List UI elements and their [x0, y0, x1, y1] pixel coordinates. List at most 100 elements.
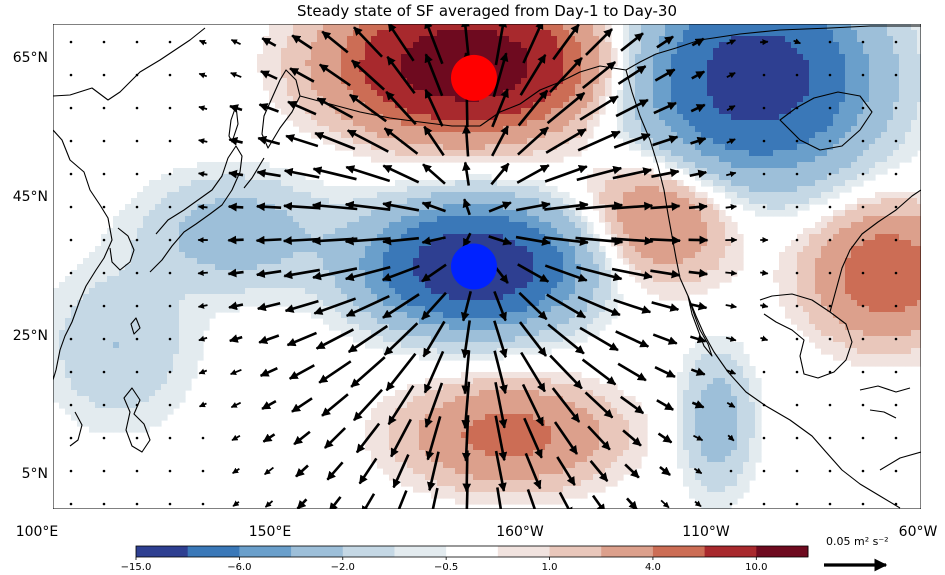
contour-cell — [323, 72, 330, 79]
contour-cell — [611, 228, 618, 235]
contour-cell — [623, 24, 630, 31]
contour-cell — [533, 36, 540, 43]
contour-cell — [299, 192, 306, 199]
contour-cell — [851, 126, 858, 133]
contour-cell — [881, 66, 888, 73]
contour-cell — [515, 264, 522, 271]
contour-cell — [569, 240, 576, 247]
contour-cell — [665, 174, 672, 181]
contour-cell — [515, 132, 522, 139]
contour-cell — [227, 252, 234, 259]
contour-cell — [503, 228, 510, 235]
contour-cell — [725, 42, 732, 49]
contour-cell — [587, 54, 594, 61]
contour-cell — [887, 264, 894, 271]
contour-cell — [527, 264, 534, 271]
contour-cell — [389, 114, 396, 121]
contour-cell — [179, 294, 186, 301]
contour-cell — [269, 216, 276, 223]
contour-cell — [119, 234, 126, 241]
contour-cell — [101, 288, 108, 295]
contour-cell — [173, 210, 180, 217]
contour-cell — [761, 120, 768, 127]
contour-cell — [701, 48, 708, 55]
contour-cell — [353, 258, 360, 265]
contour-cell — [443, 144, 450, 151]
contour-cell — [749, 36, 756, 43]
contour-cell — [473, 216, 480, 223]
contour-cell — [755, 96, 762, 103]
contour-cell — [815, 192, 822, 199]
contour-cell — [515, 120, 522, 127]
contour-cell — [143, 240, 150, 247]
contour-cell — [815, 270, 822, 277]
contour-cell — [881, 168, 888, 175]
contour-cell — [845, 156, 852, 163]
contour-cell — [869, 222, 876, 229]
contour-cell — [239, 180, 246, 187]
contour-cell — [275, 168, 282, 175]
contour-cell — [881, 150, 888, 157]
contour-cell — [773, 186, 780, 193]
contour-cell — [821, 198, 828, 205]
contour-cell — [803, 126, 810, 133]
contour-cell — [365, 126, 372, 133]
contour-cell — [551, 156, 558, 163]
contour-cell — [677, 222, 684, 229]
contour-cell — [521, 258, 528, 265]
contour-cell — [143, 288, 150, 295]
contour-cell — [863, 42, 870, 49]
contour-cell — [443, 138, 450, 145]
contour-cell — [665, 288, 672, 295]
contour-cell — [197, 282, 204, 289]
contour-cell — [317, 126, 324, 133]
contour-cell — [569, 102, 576, 109]
contour-cell — [449, 252, 456, 259]
contour-cell — [311, 192, 318, 199]
contour-cell — [773, 114, 780, 121]
contour-cell — [617, 192, 624, 199]
contour-cell — [641, 240, 648, 247]
contour-cell — [599, 84, 606, 91]
contour-cell — [509, 66, 516, 73]
contour-cell — [347, 102, 354, 109]
contour-cell — [449, 198, 456, 205]
contour-cell — [419, 114, 426, 121]
contour-cell — [635, 186, 642, 193]
contour-cell — [863, 96, 870, 103]
contour-cell — [737, 162, 744, 169]
contour-cell — [635, 240, 642, 247]
contour-cell — [671, 258, 678, 265]
contour-cell — [761, 102, 768, 109]
contour-cell — [119, 288, 126, 295]
contour-cell — [443, 54, 450, 61]
contour-cell — [533, 294, 540, 301]
contour-cell — [311, 282, 318, 289]
contour-cell — [275, 84, 282, 91]
contour-cell — [827, 120, 834, 127]
contour-cell — [209, 258, 216, 265]
contour-cell — [143, 246, 150, 253]
contour-cell — [815, 30, 822, 37]
contour-cell — [59, 294, 66, 301]
contour-cell — [551, 228, 558, 235]
contour-cell — [521, 96, 528, 103]
contour-cell — [305, 288, 312, 295]
contour-cell — [365, 42, 372, 49]
contour-cell — [143, 282, 150, 289]
contour-cell — [569, 138, 576, 145]
contour-cell — [707, 258, 714, 265]
contour-cell — [659, 78, 666, 85]
contour-cell — [389, 246, 396, 253]
contour-cell — [479, 102, 486, 109]
contour-cell — [647, 282, 654, 289]
contour-cell — [917, 192, 921, 199]
contour-cell — [653, 144, 660, 151]
contour-cell — [695, 228, 702, 235]
contour-cell — [215, 294, 222, 301]
contour-cell — [803, 150, 810, 157]
contour-cell — [479, 174, 486, 181]
contour-cell — [161, 288, 168, 295]
contour-cell — [797, 162, 804, 169]
contour-cell — [899, 30, 906, 37]
